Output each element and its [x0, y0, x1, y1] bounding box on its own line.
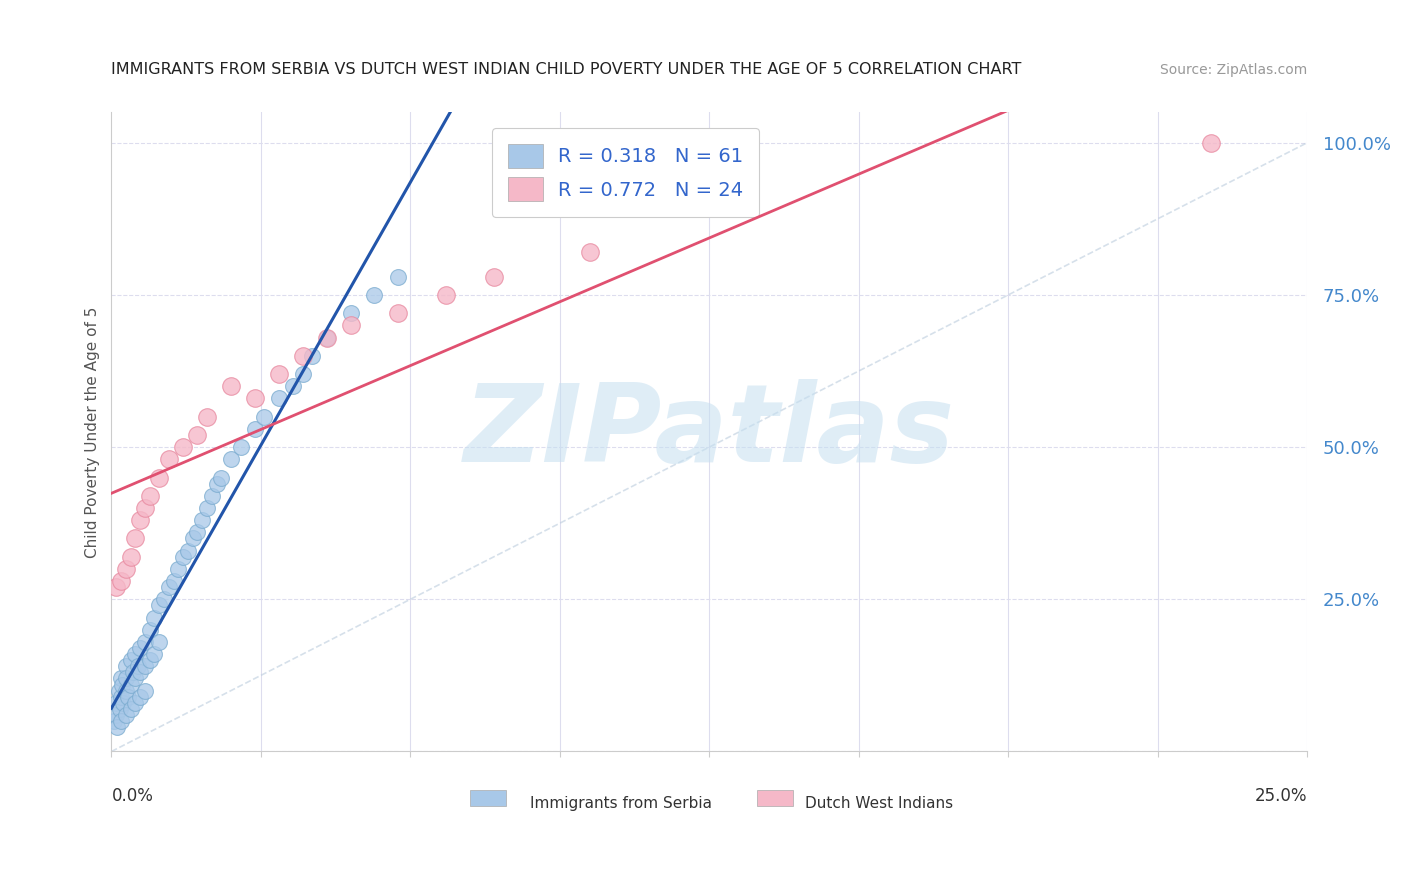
Point: [172, 549, 194, 564]
Point: [110, 574, 132, 588]
Point: [578, 245, 600, 260]
Point: [108, 702, 131, 716]
Text: 0.0%: 0.0%: [111, 787, 153, 805]
Point: [148, 470, 170, 484]
Point: [219, 452, 242, 467]
Point: [229, 440, 252, 454]
Point: [107, 683, 129, 698]
Point: [129, 665, 152, 680]
Point: [186, 428, 208, 442]
Point: [105, 708, 128, 723]
Point: [105, 720, 128, 734]
Point: [134, 501, 156, 516]
Point: [281, 379, 304, 393]
Point: [205, 476, 228, 491]
Point: [167, 562, 190, 576]
Point: [134, 635, 156, 649]
Point: [105, 580, 128, 594]
Point: [195, 501, 218, 516]
Point: [129, 513, 152, 527]
Point: [138, 623, 160, 637]
Point: [138, 653, 160, 667]
Point: [157, 580, 180, 594]
Point: [219, 379, 242, 393]
Point: [243, 392, 266, 406]
Point: [143, 647, 166, 661]
Point: [110, 672, 132, 686]
Point: [134, 659, 156, 673]
Point: [124, 672, 146, 686]
Point: [172, 440, 194, 454]
Point: [291, 367, 314, 381]
Point: [114, 562, 136, 576]
Point: [153, 592, 176, 607]
Point: [114, 672, 136, 686]
Point: [124, 532, 146, 546]
Point: [148, 635, 170, 649]
Text: 25.0%: 25.0%: [1254, 787, 1308, 805]
Point: [120, 702, 142, 716]
Text: Dutch West Indians: Dutch West Indians: [804, 797, 953, 811]
Point: [387, 306, 409, 320]
Text: Immigrants from Serbia: Immigrants from Serbia: [530, 797, 711, 811]
Point: [157, 452, 180, 467]
Point: [120, 677, 142, 691]
FancyBboxPatch shape: [470, 789, 506, 805]
Text: Source: ZipAtlas.com: Source: ZipAtlas.com: [1160, 63, 1308, 78]
Point: [177, 543, 200, 558]
Legend: R = 0.318   N = 61, R = 0.772   N = 24: R = 0.318 N = 61, R = 0.772 N = 24: [492, 128, 759, 217]
FancyBboxPatch shape: [756, 789, 793, 805]
Point: [114, 659, 136, 673]
Point: [129, 640, 152, 655]
Point: [110, 714, 132, 728]
Point: [124, 696, 146, 710]
Point: [191, 513, 214, 527]
Point: [201, 489, 224, 503]
Point: [267, 367, 290, 381]
Point: [134, 683, 156, 698]
Point: [434, 288, 457, 302]
Point: [301, 349, 323, 363]
Point: [339, 318, 361, 333]
Point: [267, 392, 290, 406]
Point: [315, 330, 337, 344]
Point: [148, 599, 170, 613]
Point: [110, 690, 132, 704]
Point: [209, 470, 232, 484]
Point: [129, 690, 152, 704]
Text: IMMIGRANTS FROM SERBIA VS DUTCH WEST INDIAN CHILD POVERTY UNDER THE AGE OF 5 COR: IMMIGRANTS FROM SERBIA VS DUTCH WEST IND…: [111, 62, 1022, 78]
Point: [105, 696, 128, 710]
Point: [315, 330, 337, 344]
Point: [114, 708, 136, 723]
Point: [387, 269, 409, 284]
Point: [114, 683, 136, 698]
Point: [138, 489, 160, 503]
Point: [117, 690, 139, 704]
Point: [127, 659, 149, 673]
Y-axis label: Child Poverty Under the Age of 5: Child Poverty Under the Age of 5: [86, 306, 100, 558]
Point: [482, 269, 505, 284]
Point: [363, 288, 385, 302]
Point: [1201, 136, 1223, 150]
Point: [143, 610, 166, 624]
Point: [186, 525, 208, 540]
Point: [291, 349, 314, 363]
Point: [111, 677, 134, 691]
Point: [253, 409, 276, 424]
Point: [103, 714, 125, 728]
Point: [122, 665, 145, 680]
Point: [162, 574, 184, 588]
Point: [181, 532, 204, 546]
Text: ZIPatlas: ZIPatlas: [464, 379, 955, 485]
Point: [243, 422, 266, 436]
Point: [120, 653, 142, 667]
Point: [339, 306, 361, 320]
Point: [120, 549, 142, 564]
Point: [112, 696, 135, 710]
Point: [124, 647, 146, 661]
Point: [195, 409, 218, 424]
